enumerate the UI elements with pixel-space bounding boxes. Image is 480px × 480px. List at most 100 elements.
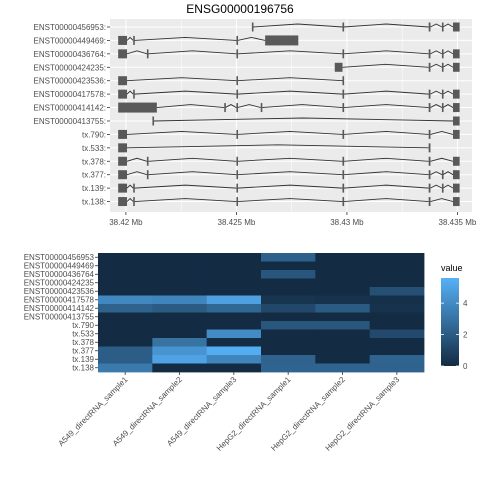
- intron-line: [134, 90, 237, 95]
- exon-block: [146, 156, 149, 166]
- heatmap-cell: [369, 346, 425, 356]
- exon-block: [118, 49, 128, 59]
- heatmap-cell: [206, 355, 262, 364]
- exon-block: [441, 170, 444, 180]
- heatmap-cell: [206, 261, 262, 271]
- intron-line: [343, 90, 429, 95]
- heatmap-row-label: tx.790: [72, 321, 94, 330]
- exon-block: [452, 22, 460, 32]
- heatmap-cell: [152, 278, 208, 288]
- exon-block: [342, 156, 345, 166]
- transcript-label: ENST00000414142:: [34, 104, 107, 113]
- heatmap-cell: [261, 253, 316, 262]
- heatmap-cell: [315, 363, 371, 373]
- exon-block: [441, 183, 444, 193]
- x-tick-label: 38.43 Mb: [330, 218, 364, 227]
- heatmap-cell: [315, 287, 371, 296]
- intron-line: [343, 130, 429, 135]
- heatmap-cell: [315, 338, 371, 347]
- transcript-label: tx.377:: [82, 171, 106, 180]
- exon-block: [428, 170, 431, 180]
- exon-block: [236, 35, 239, 45]
- heatmap-cell: [315, 304, 371, 313]
- intron-line: [134, 36, 237, 41]
- exon-block: [452, 89, 460, 99]
- heatmap-cell: [261, 312, 316, 322]
- intron-line: [343, 104, 429, 109]
- exon-block: [441, 103, 444, 113]
- intron-line: [442, 63, 454, 68]
- heatmap-cell: [315, 355, 371, 364]
- intron-line: [343, 50, 429, 55]
- heatmap-cell: [369, 253, 425, 262]
- heatmap-row-label: ENST00000417578: [24, 296, 95, 305]
- heatmap-cell: [152, 346, 208, 356]
- heatmap-cell: [98, 312, 153, 322]
- heatmap-cell: [369, 321, 425, 330]
- exon-block: [236, 170, 239, 180]
- legend-tick-label: 0: [463, 362, 468, 371]
- heatmap-cell: [98, 261, 153, 271]
- intron-line: [237, 104, 261, 108]
- transcript-label: ENST00000456953:: [34, 23, 107, 32]
- exon-block: [452, 197, 460, 207]
- intron-line: [430, 63, 443, 68]
- legend-title: value: [441, 263, 463, 273]
- heatmap-cell: [98, 278, 153, 288]
- intron-line: [343, 171, 429, 176]
- intron-line: [237, 50, 343, 55]
- legend-colorbar: [441, 278, 459, 366]
- panel-background: [110, 19, 472, 212]
- heatmap-cell: [152, 312, 208, 322]
- heatmap-cell: [152, 363, 208, 373]
- heatmap-cell: [369, 287, 425, 296]
- exon-block: [342, 183, 345, 193]
- exon-block: [146, 49, 149, 59]
- exon-block: [428, 89, 431, 99]
- heatmap-row-label: ENST00000423536: [24, 287, 95, 296]
- heatmap-cell: [98, 287, 153, 296]
- heatmap-cell: [369, 304, 425, 313]
- legend-tick-label: 2: [463, 331, 468, 340]
- intron-line: [126, 157, 148, 162]
- exon-block: [118, 170, 128, 180]
- exon-block: [452, 170, 460, 180]
- exon-block: [342, 103, 345, 113]
- heatmap-cell: [206, 346, 262, 356]
- gene-structure-panel: 38.42 Mb 38.425 Mb 38.43 Mb 38.435 Mb ENST00…: [34, 19, 477, 227]
- transcript-label: ENST00000423536:: [34, 77, 107, 86]
- heatmap-cell: [98, 355, 153, 364]
- exon-block: [441, 22, 444, 32]
- exon-block: [118, 143, 128, 153]
- heatmap-cell: [152, 295, 208, 305]
- heatmap-cell: [152, 261, 208, 271]
- exon-block: [236, 103, 239, 113]
- exon-block: [428, 197, 431, 207]
- x-tick-label: 38.435 Mb: [439, 218, 477, 227]
- exon-block: [452, 49, 460, 59]
- intron-line: [153, 117, 454, 122]
- intron-line: [237, 90, 343, 95]
- exon-block: [236, 49, 239, 59]
- x-tick-label: 38.42 Mb: [109, 218, 143, 227]
- exon-block: [224, 103, 226, 113]
- heatmap-row-label: tx.139: [72, 355, 94, 364]
- intron-line: [430, 184, 443, 189]
- intron-line: [343, 184, 429, 189]
- heatmap-cell: [152, 338, 208, 347]
- exon-block: [118, 156, 128, 166]
- exon-block: [428, 156, 431, 166]
- exon-block: [133, 183, 135, 193]
- intron-line: [126, 36, 134, 41]
- intron-line: [148, 50, 237, 55]
- exon-block: [452, 103, 460, 113]
- heatmap-legend: value 0 2 4: [441, 263, 468, 371]
- transcript-label: ENST00000413755:: [34, 117, 107, 126]
- heatmap-cell: [98, 253, 153, 262]
- intron-line: [127, 144, 429, 149]
- heatmap-cell: [261, 261, 316, 271]
- intron-line: [126, 197, 134, 202]
- intron-line: [430, 171, 443, 176]
- exon-block: [251, 22, 254, 32]
- exon-block: [441, 62, 444, 72]
